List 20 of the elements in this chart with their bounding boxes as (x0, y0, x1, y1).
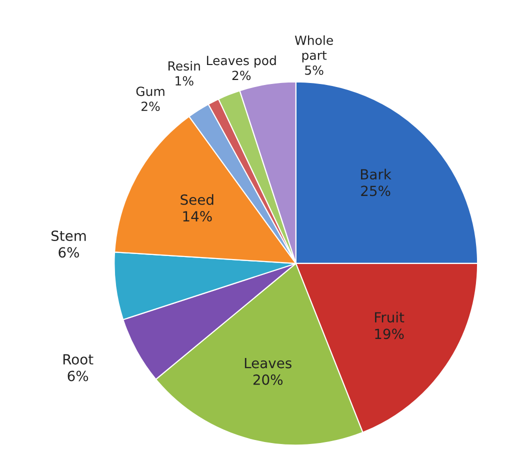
slice-label: Fruit (375, 312, 404, 323)
data-label: 20% (253, 374, 283, 385)
data-label: 6% (68, 370, 88, 382)
slice-label: Bark (361, 168, 392, 180)
data-label: 19% (375, 328, 404, 340)
slice-label: Leaves (244, 358, 292, 368)
slice-label: Resin (168, 60, 200, 71)
data-label: 2% (142, 102, 160, 112)
slice-label: Seed (180, 194, 214, 205)
slice-label: Whole part (294, 35, 333, 62)
slice-label: Root (63, 354, 94, 365)
data-label: 6% (58, 247, 79, 258)
slice-label: Gum (136, 86, 164, 96)
data-label: 5% (305, 65, 324, 75)
slice-label: Leaves pod (207, 56, 276, 68)
data-label: 1% (176, 76, 194, 86)
data-label: 25% (361, 186, 390, 196)
slice-label: Stem (51, 230, 86, 242)
data-label: 2% (232, 70, 251, 80)
data-label: 14% (183, 211, 212, 222)
